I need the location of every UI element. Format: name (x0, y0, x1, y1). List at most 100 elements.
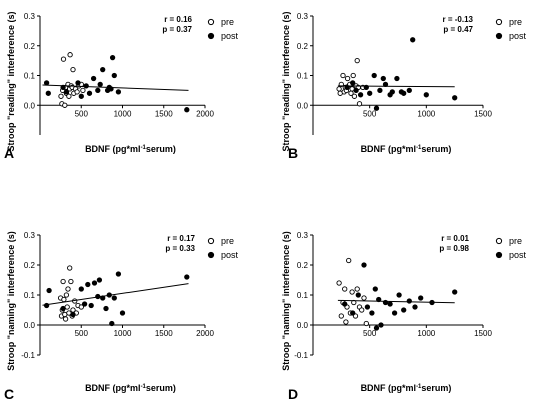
stat-r: r = 0.01 (441, 234, 469, 243)
x-tick-label: 1000 (114, 109, 132, 118)
post-data-point (350, 80, 356, 86)
y-axis-title: Stroop "naming" interference (s) (6, 231, 16, 371)
x-axis-title-part: serum) (146, 144, 176, 154)
post-data-point (373, 105, 380, 111)
panel-letter: B (288, 145, 298, 161)
legend-pre-marker (495, 18, 503, 26)
y-tick-label: -0.1 (21, 351, 35, 360)
y-tick-label: 0.3 (24, 231, 36, 240)
post-data-point (115, 89, 122, 95)
post-data-point (75, 80, 81, 86)
x-tick-label: 1500 (155, 329, 173, 338)
x-axis-title-part: BDNF (pg*ml (85, 383, 141, 393)
panel-letter: C (4, 386, 14, 402)
post-data-point (78, 93, 84, 99)
pre-data-point (336, 280, 342, 286)
y-tick-label: 0.2 (297, 261, 309, 270)
x-tick-label: 2000 (196, 109, 214, 118)
regression-line (337, 299, 455, 304)
regression-line (337, 85, 455, 88)
legend-post-marker (207, 32, 215, 40)
x-tick-label: 500 (75, 329, 89, 338)
y-tick-label: 0.3 (297, 231, 309, 240)
x-tick-label: 1000 (114, 329, 132, 338)
pre-data-point (361, 295, 367, 301)
post-data-point (103, 305, 109, 312)
x-tick-label: 500 (363, 329, 377, 338)
x-axis-title: BDNF (pg*ml-1serum) (361, 383, 452, 393)
x-tick-label: 1000 (417, 329, 435, 338)
y-tick-label: 0.0 (24, 101, 36, 110)
post-data-point (389, 89, 395, 95)
post-data-point (361, 262, 367, 268)
post-data-point (81, 301, 88, 307)
y-tick-label: 0.0 (24, 321, 36, 330)
post-data-point (406, 298, 412, 304)
legend-post-marker (495, 32, 503, 40)
pre-data-point (63, 292, 70, 298)
post-data-point (378, 322, 384, 328)
post-data-point (380, 75, 386, 82)
x-axis-title: BDNF (pg*ml-1serum) (361, 144, 452, 154)
x-axis-title: BDNF (pg*ml-1serum) (85, 383, 176, 393)
stat-p: p = 0.47 (443, 25, 473, 34)
y-axis-title: Stroop "naming" interference (s) (281, 231, 291, 371)
post-data-point (423, 92, 429, 98)
pre-data-point (60, 56, 67, 62)
pre-data-point (74, 89, 80, 95)
y-tick-label: 0.0 (297, 321, 309, 330)
x-axis-title-superscript: -1 (416, 384, 422, 390)
y-axis-title: Stroop "reading" interference (s) (6, 11, 16, 151)
x-tick-label: 1000 (417, 109, 435, 118)
regression-line (42, 283, 189, 306)
post-data-point (406, 87, 412, 94)
legend-pre-label: pre (221, 236, 234, 246)
post-data-point (90, 75, 97, 82)
post-data-point (96, 277, 103, 283)
x-axis-title-part: BDNF (pg*ml (361, 144, 417, 154)
stat-p: p = 0.33 (165, 244, 195, 253)
post-data-point (111, 72, 117, 79)
y-tick-label: 0.1 (24, 72, 36, 81)
legend-pre-label: pre (221, 17, 234, 27)
panel-b: 0.0 0.1 0.2 0.3 500 1000 1500 r = -0.13p = 0.47… (281, 11, 527, 161)
post-data-point (83, 83, 89, 89)
post-data-point (60, 305, 66, 312)
x-tick-label: 1500 (155, 109, 173, 118)
legend-post-marker (207, 251, 215, 259)
post-data-point (63, 89, 70, 95)
pre-data-point (70, 66, 76, 73)
x-tick-label: 500 (363, 109, 377, 118)
post-data-point (184, 274, 190, 280)
stat-p: p = 0.98 (439, 244, 469, 253)
post-data-point (111, 295, 117, 301)
y-tick-label: 0.2 (24, 42, 36, 51)
post-data-point (70, 311, 76, 318)
pre-data-point (80, 87, 86, 94)
post-data-point (95, 87, 101, 94)
post-data-point (452, 95, 458, 101)
pre-data-point (78, 304, 84, 310)
post-data-point (387, 301, 393, 307)
post-data-point (418, 295, 424, 301)
pre-data-point (62, 316, 69, 322)
x-axis-title-part: serum) (421, 383, 451, 393)
pre-data-point (346, 257, 352, 264)
y-tick-label: 0.3 (24, 12, 36, 21)
panel-letter: D (288, 386, 298, 402)
pre-data-point (344, 75, 351, 82)
post-data-point (109, 54, 116, 61)
post-data-point (91, 280, 98, 286)
pre-data-point (354, 57, 360, 64)
legend-post-label: post (221, 31, 239, 41)
legend-pre-marker (207, 237, 215, 245)
y-axis-title: Stroop "reading" interference (s) (281, 11, 291, 151)
x-axis-title-part: BDNF (pg*ml (85, 144, 141, 154)
x-axis-title-part: serum) (421, 144, 451, 154)
pre-data-point (67, 52, 73, 58)
pre-data-point (68, 278, 74, 285)
y-tick-label: 0.2 (297, 42, 309, 51)
pre-data-point (66, 93, 72, 99)
post-data-point (401, 90, 407, 96)
